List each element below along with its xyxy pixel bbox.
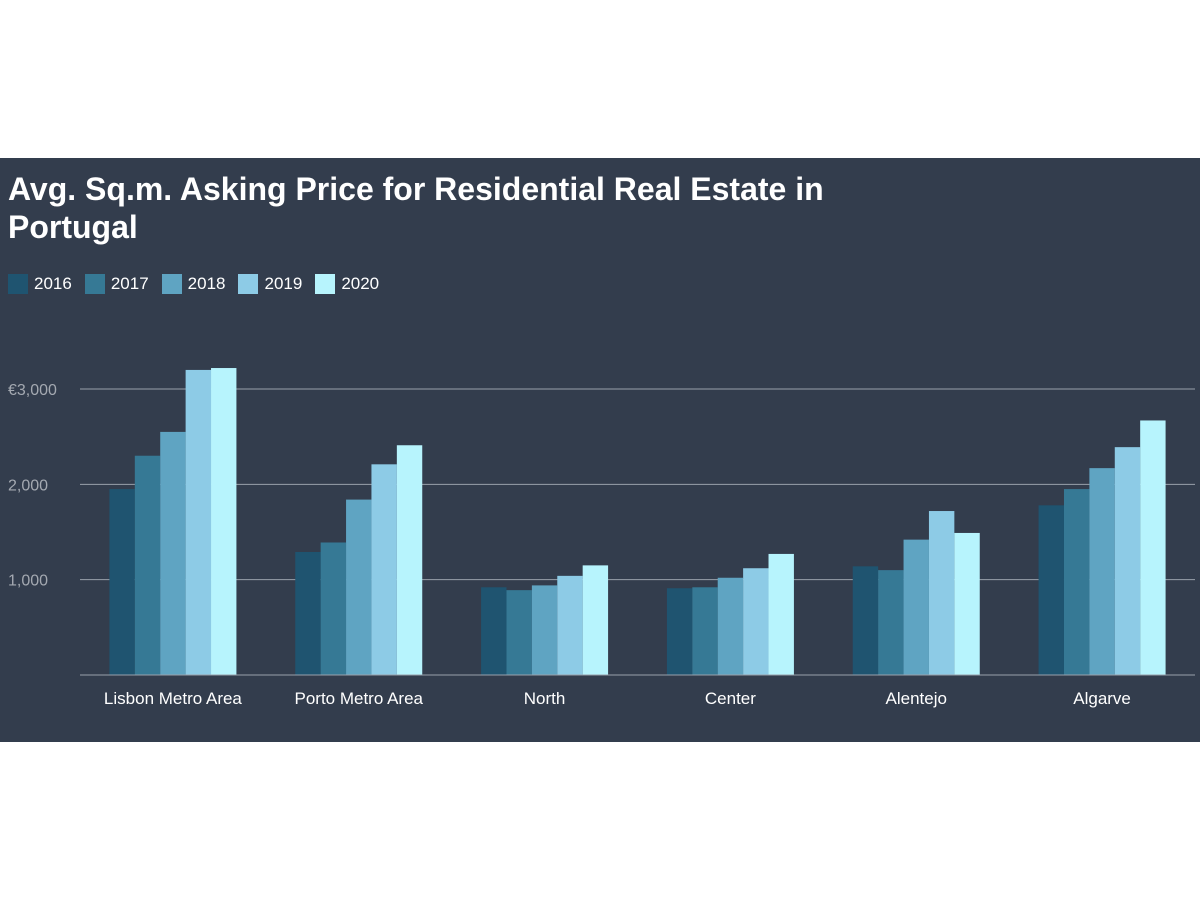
bar-2016[interactable] [852, 566, 879, 675]
bar-2020[interactable] [211, 368, 237, 675]
legend-label: 2017 [110, 274, 149, 293]
legend-label: 2016 [34, 274, 72, 293]
y-tick-label: 1,000 [8, 573, 48, 590]
bar-2016[interactable] [666, 588, 693, 675]
legend-item-2019[interactable]: 2019 [238, 274, 302, 294]
bar-2017[interactable] [134, 455, 161, 675]
bar-2017[interactable] [320, 542, 347, 675]
bar-2016[interactable] [481, 587, 507, 675]
bar-2019[interactable] [185, 369, 212, 675]
bar-2018[interactable] [346, 499, 372, 675]
legend-item-2020[interactable]: 2020 [315, 274, 379, 294]
legend-item-2017[interactable]: 2017 [84, 274, 149, 294]
bar-chart: 1,000 2,000 €3,000 Lisbon Metro Area Porto M… [8, 368, 1195, 708]
x-tick-label: Alentejo [886, 689, 947, 708]
x-tick-label: Algarve [1073, 689, 1131, 708]
legend-item-2018[interactable]: 2018 [161, 274, 226, 294]
grid-lines [80, 388, 1195, 581]
bar-2018[interactable] [903, 539, 929, 675]
bar-2016[interactable] [1038, 505, 1064, 675]
bar-2017[interactable] [1063, 489, 1090, 675]
x-tick-label: Center [705, 689, 756, 708]
chart-title: Avg. Sq.m. Asking Price for Residential … [8, 171, 824, 245]
bar-2017[interactable] [692, 587, 718, 675]
bar-2019[interactable] [371, 464, 397, 675]
bar-2016[interactable] [295, 552, 321, 675]
legend-item-2016[interactable]: 2016 [8, 274, 72, 294]
legend-swatch [8, 274, 28, 294]
legend-swatch [161, 274, 182, 294]
bars [109, 368, 1166, 675]
bar-2019[interactable] [557, 575, 583, 675]
axis: 1,000 2,000 €3,000 Lisbon Metro Area Porto M… [8, 382, 1195, 708]
bar-2019[interactable] [743, 568, 769, 675]
bar-2017[interactable] [506, 590, 532, 675]
legend-label: 2018 [187, 274, 226, 293]
bar-2019[interactable] [1114, 447, 1141, 675]
x-tick-label: Porto Metro Area [294, 689, 423, 708]
bar-2018[interactable] [531, 585, 558, 675]
bar-2020[interactable] [396, 445, 423, 675]
x-tick-label: Lisbon Metro Area [104, 689, 243, 708]
bar-2020[interactable] [768, 553, 794, 675]
legend-swatch [84, 274, 105, 294]
bar-2020[interactable] [1140, 420, 1166, 675]
bar-2020[interactable] [954, 532, 980, 675]
bar-2018[interactable] [160, 431, 186, 675]
bar-2018[interactable] [1089, 468, 1115, 675]
legend-swatch [315, 274, 336, 294]
y-tick-label: €3,000 [8, 382, 57, 399]
legend-label: 2019 [264, 274, 303, 293]
y-tick-label: 2,000 [8, 477, 48, 494]
bar-2016[interactable] [109, 489, 135, 675]
bar-2020[interactable] [582, 565, 609, 675]
x-tick-label: North [524, 689, 566, 708]
chart-panel: 1,000 2,000 €3,000 Lisbon Metro Area Porto M… [0, 158, 1200, 742]
bar-2019[interactable] [928, 511, 955, 675]
bar-2017[interactable] [878, 570, 904, 675]
legend-label: 2020 [341, 274, 380, 293]
legend: 2016 2017 2018 2019 2020 [8, 274, 392, 294]
bar-2018[interactable] [717, 577, 744, 675]
legend-swatch [238, 274, 259, 294]
